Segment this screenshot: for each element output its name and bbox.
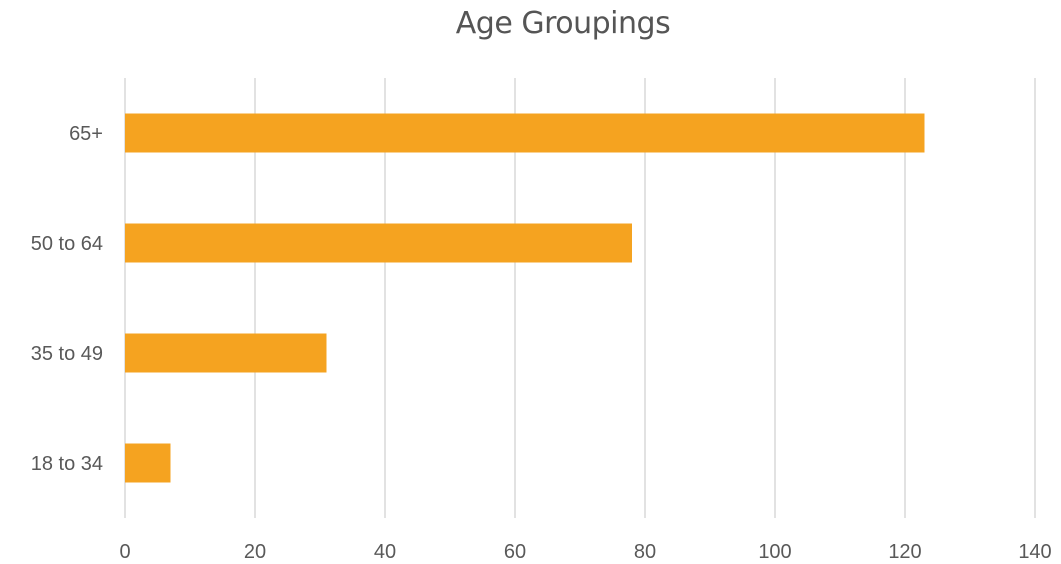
bar-65plus — [125, 113, 925, 153]
bar-35-to-49 — [125, 333, 327, 373]
x-tick-label: 140 — [1018, 541, 1051, 563]
x-tick-label: 60 — [504, 541, 526, 563]
chart-title: Age Groupings — [455, 6, 671, 41]
x-tick-label: 40 — [374, 541, 396, 563]
x-tick-label: 100 — [758, 541, 791, 563]
y-tick-label: 35 to 49 — [31, 343, 103, 365]
bar-50-to-64 — [125, 223, 632, 263]
bar-18-to-34 — [125, 443, 171, 483]
y-tick-label: 50 to 64 — [31, 233, 103, 255]
y-tick-label: 18 to 34 — [31, 453, 103, 475]
x-tick-label: 20 — [244, 541, 266, 563]
y-tick-label: 65+ — [69, 123, 103, 145]
x-tick-label: 80 — [634, 541, 656, 563]
x-tick-label: 120 — [888, 541, 921, 563]
x-tick-label: 0 — [119, 541, 130, 563]
